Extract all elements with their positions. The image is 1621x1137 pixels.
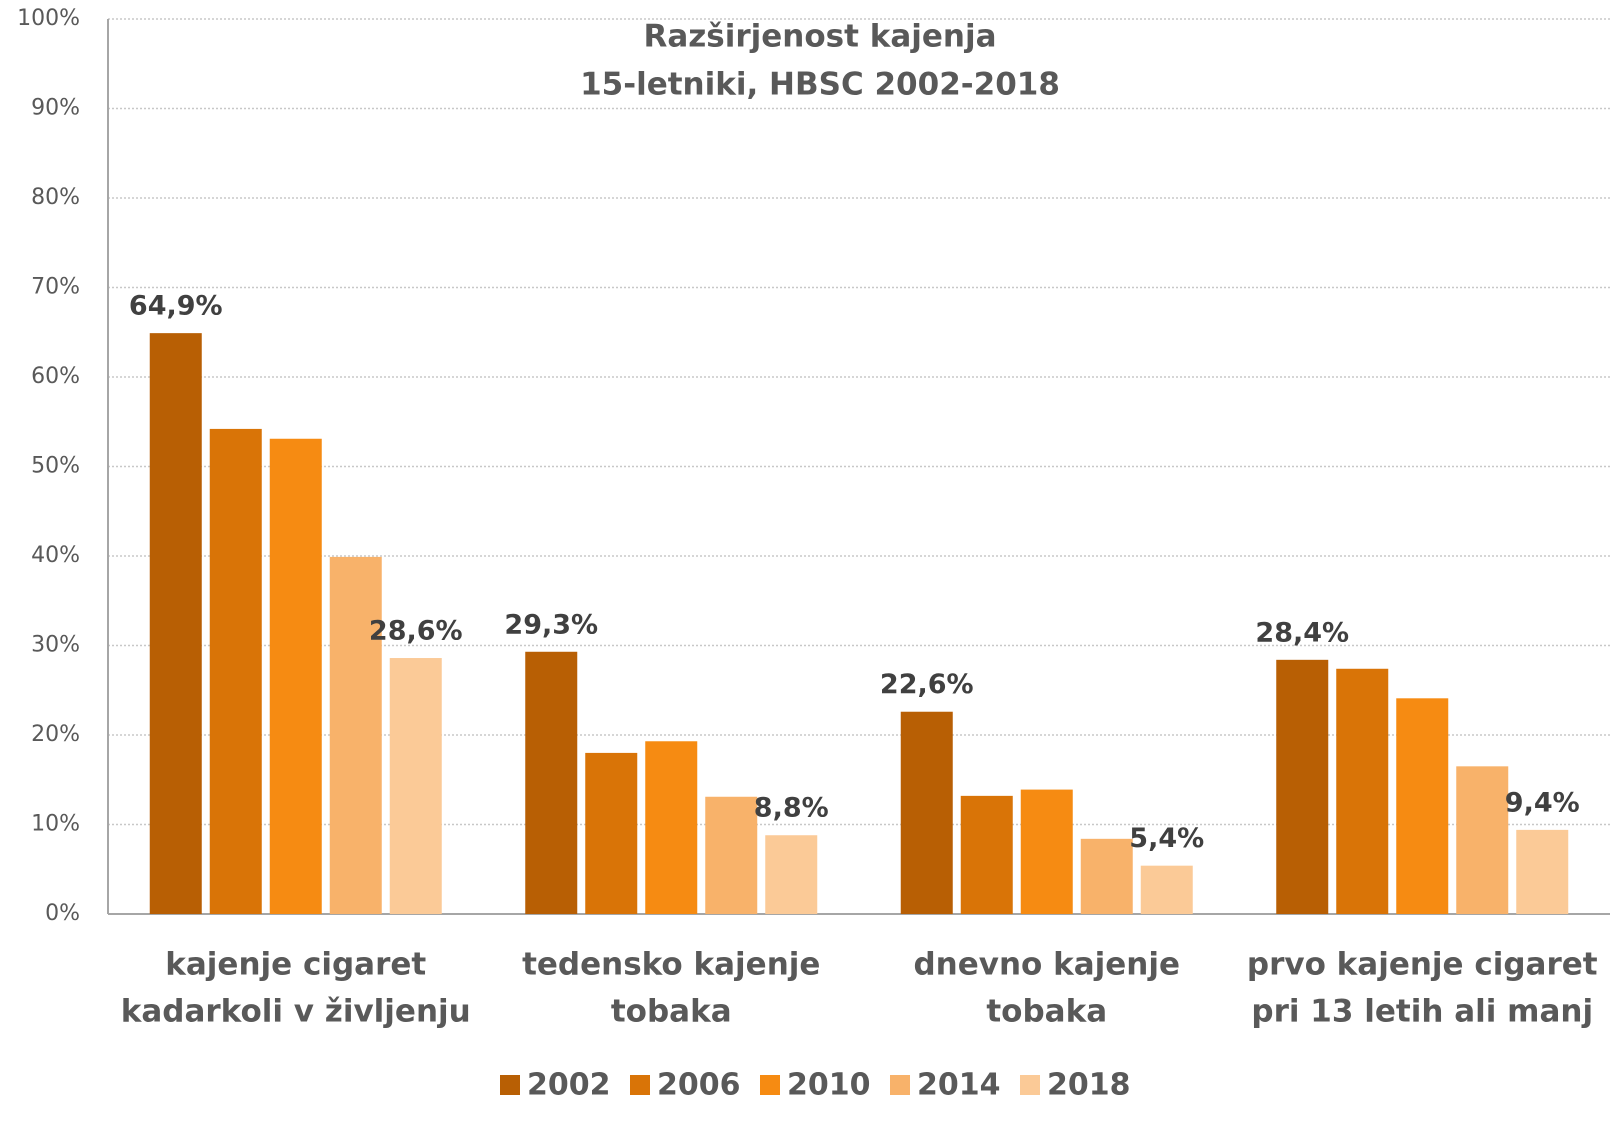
y-tick-label: 90% [31,96,80,121]
data-label: 22,6% [880,669,974,700]
bar [901,712,953,914]
legend-swatch [630,1075,650,1095]
data-label: 28,6% [369,616,463,647]
bar [390,658,442,914]
x-tick-label: dnevno kajenje [913,947,1180,983]
y-tick-label: 20% [31,722,80,747]
y-tick-label: 80% [31,185,80,210]
legend-swatch [890,1075,910,1095]
chart-subtitle: 15-letniki, HBSC 2002-2018 [580,67,1060,103]
bar [1276,660,1328,914]
data-label: 28,4% [1255,617,1349,648]
y-tick-label: 60% [31,364,80,389]
x-tick-label: prvo kajenje cigaret [1247,947,1598,983]
y-tick-label: 30% [31,633,80,658]
data-label: 9,4% [1505,787,1580,818]
data-label: 64,9% [129,291,223,322]
data-label: 8,8% [754,793,829,824]
legend-swatch [1020,1075,1040,1095]
y-tick-label: 70% [31,275,80,300]
bar [1081,839,1133,914]
bar [525,652,577,914]
legend-label: 2014 [917,1068,1001,1103]
bar [585,753,637,914]
chart-title: Razširjenost kajenja [643,19,996,55]
bar [1456,766,1508,914]
bar [1141,866,1193,914]
legend-label: 2010 [787,1068,871,1103]
legend-swatch [500,1075,520,1095]
x-tick-label: tedensko kajenje [522,947,820,983]
bar [330,557,382,914]
y-tick-label: 100% [17,6,80,31]
x-tick-label: tobaka [986,994,1107,1030]
bar [1396,698,1448,914]
data-label: 5,4% [1129,823,1204,854]
legend-label: 2018 [1047,1068,1131,1103]
bar [150,333,202,914]
bar [1516,830,1568,914]
chart: Razširjenost kajenja 15-letniki, HBSC 20… [0,0,1621,1137]
bar [1336,669,1388,914]
x-tick-label: tobaka [611,994,732,1030]
data-label: 29,3% [504,609,598,640]
x-tick-label: kajenje cigaret [165,947,426,983]
bar [1021,790,1073,914]
x-tick-label: pri 13 letih ali manj [1251,994,1593,1030]
y-tick-label: 40% [31,543,80,568]
legend-label: 2006 [657,1068,741,1103]
legend-label: 2002 [527,1068,611,1103]
x-tick-label: kadarkoli v življenju [121,994,471,1030]
bar [765,835,817,914]
bar [705,797,757,914]
y-tick-label: 50% [31,454,80,479]
bar [961,796,1013,914]
legend-swatch [760,1075,780,1095]
bar [270,439,322,914]
y-tick-label: 0% [45,901,80,926]
bar [210,429,262,914]
y-tick-label: 10% [31,812,80,837]
bar [645,741,697,914]
